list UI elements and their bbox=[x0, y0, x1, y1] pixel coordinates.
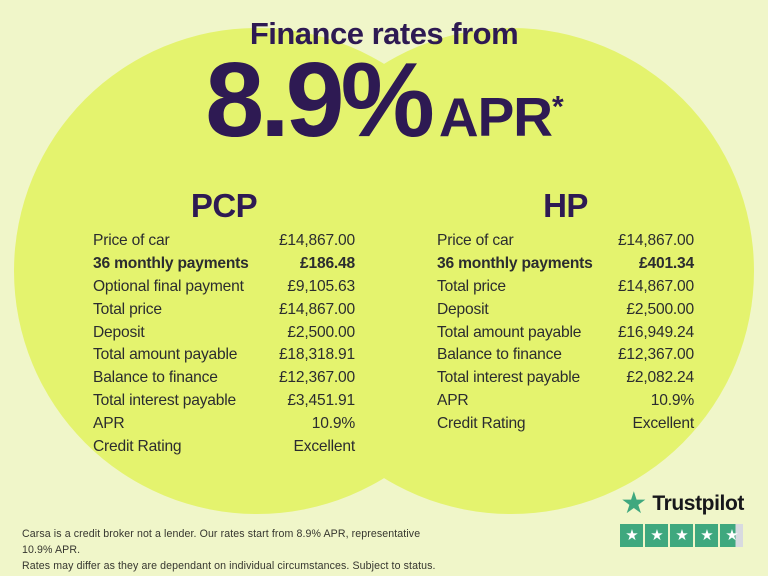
table-row: Total interest payable £2,082.24 bbox=[437, 367, 694, 390]
table-row: Total amount payable £16,949.24 bbox=[437, 321, 694, 344]
row-label: APR bbox=[93, 414, 125, 432]
hp-heading: HP bbox=[543, 187, 588, 224]
row-label: Balance to finance bbox=[93, 369, 218, 387]
headline-rate: 8.9% APR* bbox=[0, 40, 768, 160]
row-label: 36 monthly payments bbox=[93, 255, 249, 273]
star-icon: ★ bbox=[620, 524, 644, 547]
row-label: APR bbox=[437, 391, 469, 409]
row-label: Price of car bbox=[437, 232, 514, 250]
row-label: Credit Rating bbox=[437, 414, 526, 432]
disclaimer-line-1: Carsa is a credit broker not a lender. O… bbox=[22, 528, 421, 556]
table-row: Deposit £2,500.00 bbox=[437, 298, 694, 321]
table-row: Total interest payable £3,451.91 bbox=[93, 390, 355, 413]
row-value: 10.9% bbox=[650, 391, 694, 409]
row-value: £2,500.00 bbox=[626, 300, 694, 318]
row-value: £14,867.00 bbox=[617, 277, 694, 295]
table-row: Credit Rating Excellent bbox=[437, 412, 694, 435]
rate-suffix-text: APR bbox=[438, 86, 553, 148]
row-label: Optional final payment bbox=[93, 277, 244, 295]
table-row: Price of car £14,867.00 bbox=[437, 230, 694, 253]
row-value: £2,082.24 bbox=[626, 369, 694, 387]
row-value: £16,949.24 bbox=[617, 323, 694, 341]
row-label: Credit Rating bbox=[93, 437, 182, 455]
row-label: Total interest payable bbox=[437, 369, 580, 387]
table-row: APR 10.9% bbox=[93, 412, 355, 435]
row-label: Deposit bbox=[93, 323, 145, 341]
pcp-table: PCP Price of car £14,867.00 36 monthly pa… bbox=[93, 188, 355, 458]
table-row: 36 monthly payments £186.48 bbox=[93, 253, 355, 276]
trustpilot-brand-name: Trustpilot bbox=[652, 492, 744, 515]
table-row: Total amount payable £18,318.91 bbox=[93, 344, 355, 367]
row-label: Total price bbox=[437, 277, 506, 295]
row-label: Total interest payable bbox=[93, 391, 236, 409]
page-title: Finance rates from bbox=[249, 16, 519, 51]
table-row: Balance to finance £12,367.00 bbox=[93, 367, 355, 390]
row-value: 10.9% bbox=[311, 414, 355, 432]
table-row: Optional final payment £9,105.63 bbox=[93, 276, 355, 299]
star-half-icon: ★ bbox=[720, 524, 744, 547]
star-icon: ★ bbox=[645, 524, 669, 547]
trustpilot-wordmark: ★ Trustpilot bbox=[620, 487, 744, 520]
row-label: Deposit bbox=[437, 300, 489, 318]
star-icon: ★ bbox=[695, 524, 719, 547]
hp-table: HP Price of car £14,867.00 36 monthly pay… bbox=[437, 188, 694, 435]
disclaimer: Carsa is a credit broker not a lender. O… bbox=[22, 527, 452, 574]
row-value: £14,867.00 bbox=[278, 300, 355, 318]
row-label: Total amount payable bbox=[93, 346, 238, 364]
row-label: 36 monthly payments bbox=[437, 255, 593, 273]
background-circle-right bbox=[268, 28, 754, 514]
table-row: Price of car £14,867.00 bbox=[93, 230, 355, 253]
table-row: Total price £14,867.00 bbox=[437, 276, 694, 299]
row-value: £14,867.00 bbox=[278, 232, 355, 250]
row-value: £12,367.00 bbox=[278, 369, 355, 387]
row-value: £12,367.00 bbox=[617, 346, 694, 364]
trustpilot-rating-stars: ★ ★ ★ ★ ★ bbox=[620, 524, 744, 547]
trustpilot-star-icon: ★ bbox=[620, 487, 648, 520]
pcp-rows: Price of car £14,867.00 36 monthly paymen… bbox=[93, 230, 355, 458]
row-value: £3,451.91 bbox=[287, 391, 355, 409]
table-row: 36 monthly payments £401.34 bbox=[437, 253, 694, 276]
disclaimer-line-2: Rates may differ as they are dependant o… bbox=[22, 559, 436, 572]
table-row: Total price £14,867.00 bbox=[93, 298, 355, 321]
rate-value: 8.9% bbox=[205, 41, 435, 159]
pcp-heading: PCP bbox=[190, 187, 258, 224]
row-value: £9,105.63 bbox=[287, 277, 355, 295]
table-row: APR 10.9% bbox=[437, 390, 694, 413]
row-value: £2,500.00 bbox=[287, 323, 355, 341]
row-value: £18,318.91 bbox=[278, 346, 355, 364]
row-label: Balance to finance bbox=[437, 346, 562, 364]
row-label: Price of car bbox=[93, 232, 170, 250]
table-row: Deposit £2,500.00 bbox=[93, 321, 355, 344]
row-value: Excellent bbox=[632, 414, 695, 432]
row-value: £14,867.00 bbox=[617, 232, 694, 250]
rate-suffix: APR* bbox=[438, 85, 564, 149]
table-row: Credit Rating Excellent bbox=[93, 435, 355, 458]
row-value: £186.48 bbox=[300, 255, 355, 273]
row-value: £401.34 bbox=[639, 255, 694, 273]
row-label: Total amount payable bbox=[437, 323, 582, 341]
star-icon: ★ bbox=[670, 524, 694, 547]
hp-rows: Price of car £14,867.00 36 monthly paymen… bbox=[437, 230, 694, 435]
asterisk: * bbox=[552, 90, 564, 124]
table-row: Balance to finance £12,367.00 bbox=[437, 344, 694, 367]
row-value: Excellent bbox=[293, 437, 356, 455]
trustpilot-badge: ★ Trustpilot ★ ★ ★ ★ ★ bbox=[620, 487, 744, 547]
row-label: Total price bbox=[93, 300, 162, 318]
